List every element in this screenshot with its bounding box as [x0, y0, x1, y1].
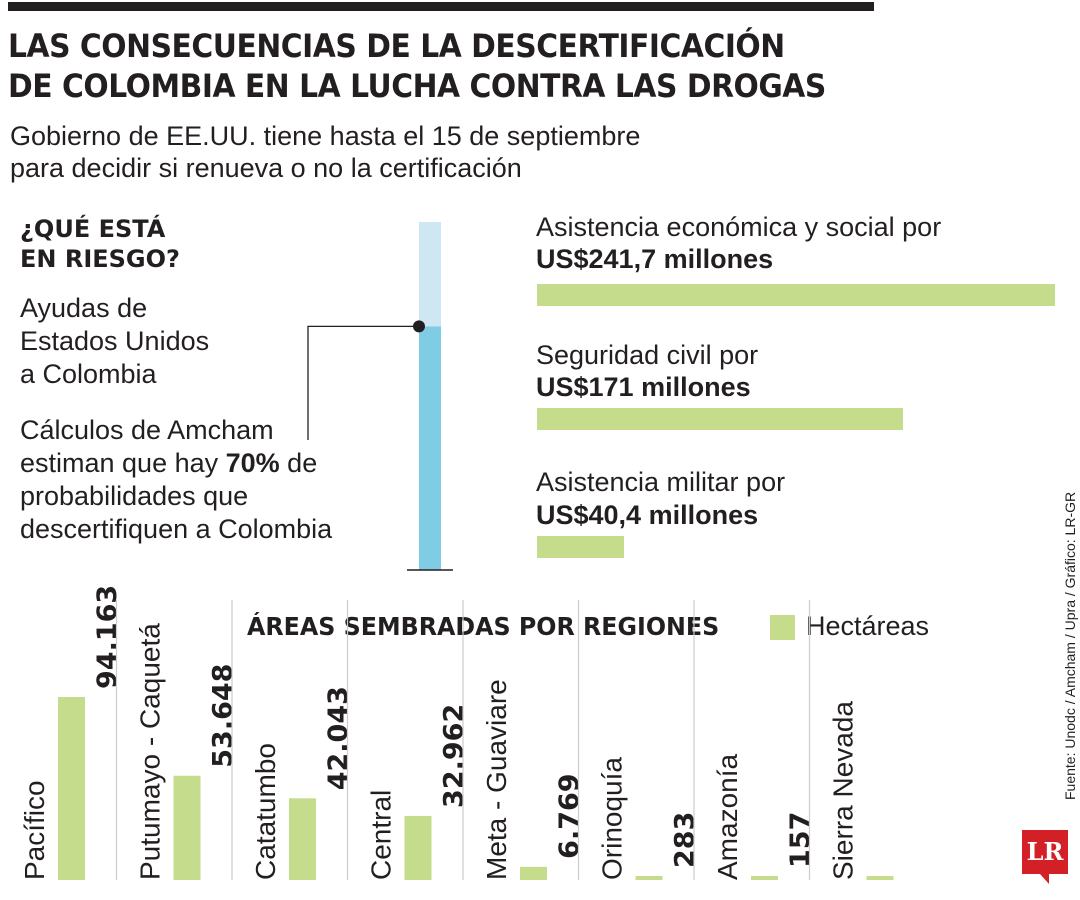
aid-value-military: US$40,4 millones: [536, 500, 759, 530]
region-category-label: Putumayo - Caquetá: [135, 623, 166, 880]
region-bar: [289, 798, 316, 880]
risk-aid-line-2: Estados Unidos: [20, 326, 210, 356]
region-category-label: Central: [366, 790, 397, 880]
region-bar: [404, 815, 432, 880]
page-title: LAS CONSECUENCIAS DE LA DESCERTIFICACIÓN…: [8, 26, 938, 106]
aid-value-economic: US$241,7 millones: [536, 244, 774, 274]
risk-aid-text: Ayudas de Estados Unidos a Colombia: [20, 292, 300, 391]
region-bar: [635, 876, 663, 880]
risk-calc-line-1: Cálculos de Amcham: [20, 415, 274, 445]
gauge-leader-line: [307, 325, 419, 440]
region-value-label: 157: [785, 812, 816, 868]
region-value-label: 6.769: [554, 773, 585, 858]
title-line-2: DE COLOMBIA EN LA LUCHA CONTRA LAS DROGA…: [8, 67, 826, 105]
region-category-label: Pacífico: [19, 780, 50, 880]
subtitle-line-2: para decidir si renueva o no la certific…: [10, 153, 522, 183]
region-category-label: Meta - Guaviare: [481, 679, 512, 880]
region-value-label: 53.648: [208, 664, 239, 768]
subtitle-line-1: Gobierno de EE.UU. tiene hasta el 15 de …: [10, 121, 641, 151]
lr-logo: LR: [1022, 830, 1068, 874]
region-category-label: Sierra Nevada: [828, 701, 859, 880]
risk-calc-line-4: descertifiquen a Colombia: [20, 514, 333, 544]
risk-heading-line-2: EN RIESGO?: [20, 245, 180, 273]
aid-value-civil: US$171 millones: [536, 372, 751, 402]
aid-label-economic: Asistencia económica y social por: [536, 212, 942, 242]
region-bar: [520, 866, 547, 880]
lr-logo-tail: [1040, 874, 1049, 884]
legend-swatch: [770, 615, 795, 640]
region-value-label: 94.163: [92, 585, 123, 689]
region-bar: [866, 876, 894, 880]
chart-title: ÁREAS SEMBRADAS POR REGIONES: [247, 612, 720, 641]
title-line-1: LAS CONSECUENCIAS DE LA DESCERTIFICACIÓN: [8, 27, 785, 65]
gauge-filled-segment: [419, 326, 441, 570]
page-subtitle: Gobierno de EE.UU. tiene hasta el 15 de …: [10, 120, 770, 184]
legend-label: Hectáreas: [806, 611, 930, 641]
risk-calc-percent: 70%: [225, 448, 280, 478]
risk-aid-line-3: a Colombia: [20, 359, 157, 389]
risk-heading: ¿QUÉ ESTÁ EN RIESGO?: [20, 214, 300, 274]
gauge-empty-segment: [419, 222, 441, 327]
risk-calc-line-3: probabilidades que: [20, 481, 249, 511]
region-category-label: Amazonía: [712, 754, 743, 880]
region-category-label: Orinoquía: [597, 757, 628, 880]
region-value-label: 42.043: [323, 686, 354, 790]
risk-calc-line-2-pre: estiman que hay: [20, 448, 226, 478]
aid-label-military: Asistencia militar por: [536, 467, 786, 497]
region-bar: [173, 775, 201, 880]
region-category-label: Catatumbo: [250, 743, 281, 880]
risk-calc-text: Cálculos de Amcham estiman que hay 70% d…: [20, 414, 400, 546]
region-bar: [751, 876, 778, 880]
top-rule: [8, 2, 874, 11]
risk-calc-line-2-post: de: [279, 448, 318, 478]
region-value-label: 283: [670, 812, 701, 868]
aid-bar-economic: [537, 284, 1055, 306]
aid-bar-civil: [537, 408, 904, 430]
risk-heading-line-1: ¿QUÉ ESTÁ: [20, 215, 166, 243]
risk-aid-line-1: Ayudas de: [20, 293, 148, 323]
aid-bar-military: [537, 536, 624, 558]
region-value-label: 32.962: [439, 704, 470, 808]
aid-label-civil: Seguridad civil por: [536, 340, 759, 370]
gauge-marker-dot: [413, 320, 425, 333]
region-bar: [58, 697, 85, 880]
